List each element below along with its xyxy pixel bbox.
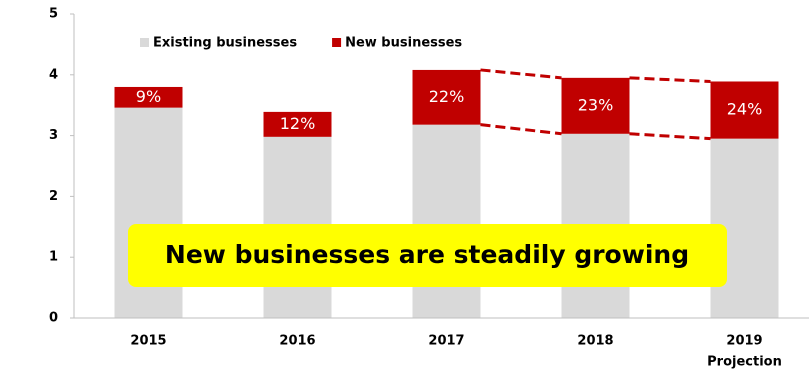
y-tick-label: 1 [49, 250, 58, 265]
connector [480, 68, 562, 80]
share-label: 9% [136, 87, 161, 106]
legend-label: New businesses [345, 36, 462, 51]
x-tick-label: 2019 [726, 334, 762, 349]
bar-segment [412, 124, 481, 318]
share-label: 23% [578, 95, 614, 114]
y-tick-label: 5 [49, 7, 58, 22]
annotation-box [128, 224, 727, 287]
y-tick-label: 3 [49, 128, 58, 143]
x-tick-label: 2016 [279, 334, 315, 349]
x-tick-label: 2017 [428, 334, 464, 349]
legend-label: Existing businesses [153, 36, 297, 51]
legend-swatch [140, 38, 149, 47]
bar-segment [561, 77, 630, 134]
share-label: 24% [727, 100, 763, 119]
y-tick-label: 0 [49, 311, 58, 326]
y-tick-label: 2 [49, 189, 58, 204]
x-tick-note: Projection [707, 355, 782, 370]
share-label: 12% [280, 114, 316, 133]
bar-segment [263, 111, 332, 137]
connector [629, 132, 711, 141]
bar-segment [710, 81, 779, 139]
annotation: New businesses are steadily growing [165, 240, 689, 269]
bar-segment [412, 69, 481, 125]
x-tick-label: 2015 [130, 334, 166, 349]
x-tick-label: 2018 [577, 334, 613, 349]
connector [629, 76, 711, 83]
connector [480, 123, 562, 136]
y-tick-label: 4 [49, 67, 58, 82]
bar-segment [114, 86, 183, 108]
legend-swatch [332, 38, 342, 47]
share-label: 22% [429, 87, 465, 106]
